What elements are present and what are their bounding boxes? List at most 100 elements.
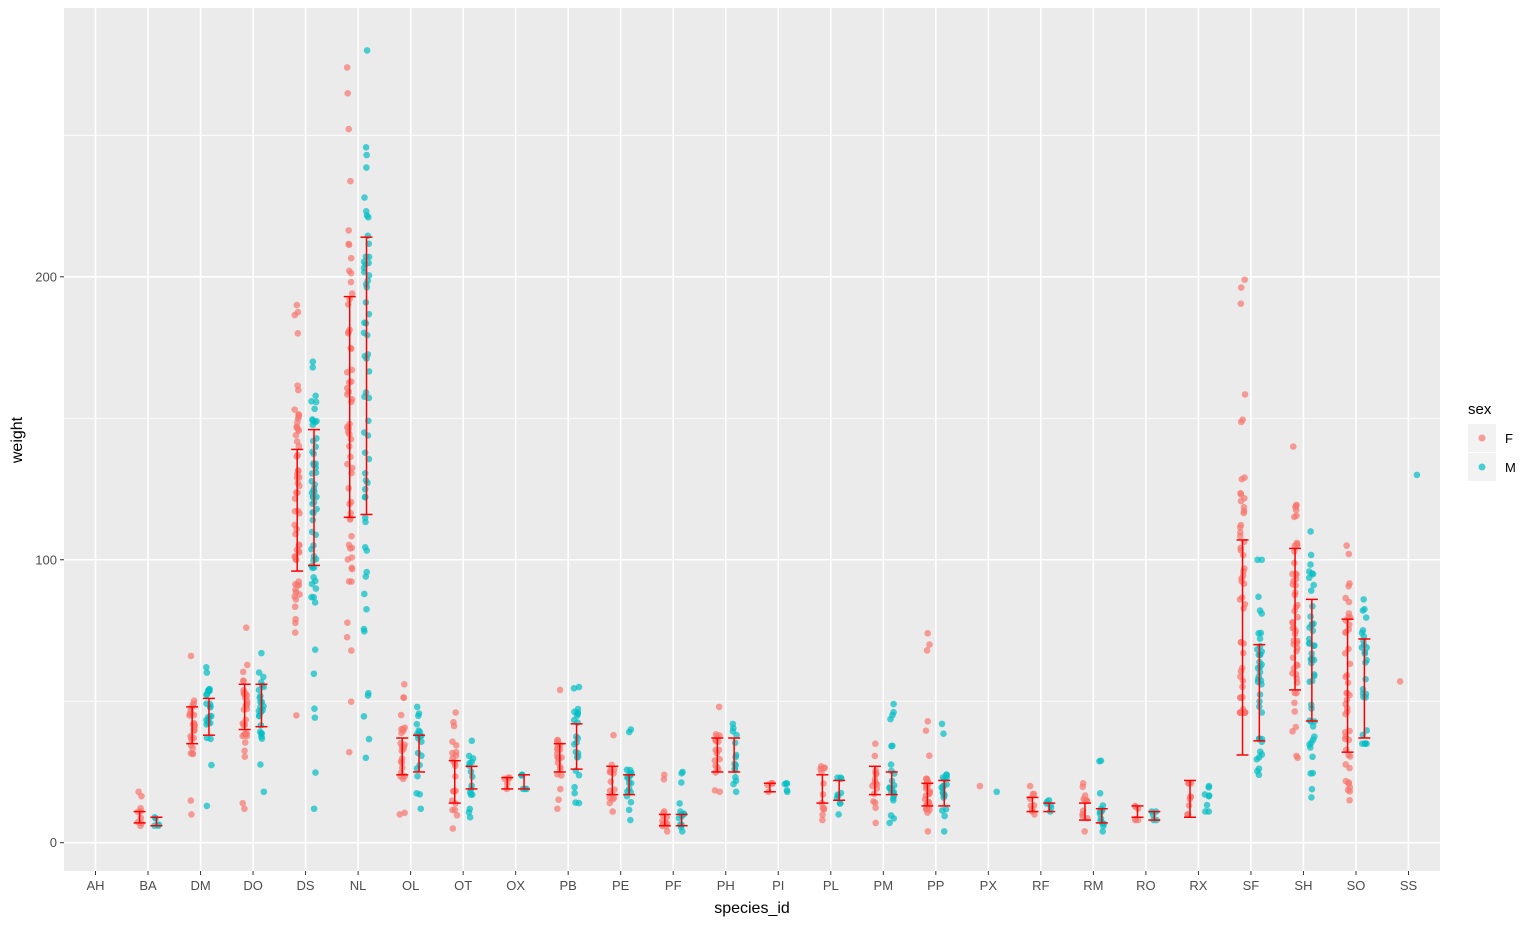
data-point-f <box>1290 665 1298 672</box>
data-point-m <box>468 737 476 745</box>
data-point-f <box>291 629 299 636</box>
data-point-m <box>469 773 476 780</box>
data-point-f <box>242 624 250 631</box>
data-point-f <box>1026 782 1034 790</box>
data-point-f <box>1187 793 1195 801</box>
data-point-m <box>365 455 373 463</box>
data-point-f <box>293 301 301 309</box>
data-point-m <box>258 735 266 742</box>
data-point-f <box>556 686 564 694</box>
data-point-f <box>188 811 195 818</box>
legend-key-m-icon <box>1478 463 1486 471</box>
data-point-m <box>676 800 683 807</box>
data-point-f <box>711 757 719 764</box>
data-point-f <box>1290 577 1297 585</box>
data-point-f <box>609 808 616 815</box>
data-point-f <box>448 797 456 804</box>
data-point-m <box>309 364 317 371</box>
data-point-f <box>343 633 351 641</box>
data-point-m <box>1254 767 1261 775</box>
data-point-m <box>1360 596 1367 603</box>
data-point-m <box>1307 770 1314 777</box>
legend: sex FM <box>1468 401 1516 481</box>
data-point-m <box>1099 828 1107 835</box>
data-point-m <box>361 590 368 598</box>
data-point-m <box>362 754 370 762</box>
data-point-m <box>309 448 316 456</box>
x-tick-label: PX <box>980 878 998 893</box>
data-point-f <box>1293 752 1300 760</box>
data-point-f <box>187 797 195 804</box>
data-point-m <box>361 194 368 201</box>
data-point-m <box>1203 801 1211 809</box>
data-point-f <box>555 796 562 803</box>
data-point-m <box>203 663 210 671</box>
data-point-f <box>345 485 353 492</box>
data-point-m <box>313 435 320 442</box>
data-point-f <box>820 780 827 787</box>
data-point-f <box>1291 708 1299 715</box>
data-point-m <box>310 574 317 581</box>
error-bars <box>133 236 1371 827</box>
data-point-m <box>360 713 368 720</box>
data-point-m <box>363 331 371 339</box>
data-point-f <box>343 384 351 392</box>
data-point-m <box>1202 808 1209 815</box>
data-point-m <box>308 593 315 601</box>
x-tick-label: PF <box>665 878 682 893</box>
x-tick-label: BA <box>139 878 157 893</box>
data-point-m <box>465 809 473 816</box>
data-point-f <box>452 787 459 795</box>
data-point-m <box>888 742 895 750</box>
data-point-m <box>732 773 739 781</box>
data-point-m <box>413 703 421 711</box>
data-point-m <box>835 811 842 818</box>
data-point-m <box>1361 740 1369 747</box>
data-point-m <box>414 749 422 757</box>
data-point-m <box>890 782 898 789</box>
data-point-f <box>1081 828 1088 835</box>
data-point-f <box>1346 660 1354 668</box>
data-point-m <box>361 494 369 501</box>
x-tick-label: OX <box>506 878 525 893</box>
data-point-m <box>1096 757 1103 765</box>
data-point-f <box>924 828 932 835</box>
data-point-m <box>1308 739 1315 746</box>
data-point-m <box>361 514 369 522</box>
data-point-f <box>1345 780 1352 787</box>
plot-panel <box>64 8 1440 871</box>
data-point-f <box>923 775 930 782</box>
data-point-f <box>241 805 248 813</box>
data-point-m <box>203 700 210 707</box>
data-point-f <box>239 668 247 676</box>
data-point-f <box>401 809 408 817</box>
data-point-f <box>450 722 458 730</box>
data-point-m <box>312 769 319 776</box>
data-point-f <box>397 711 405 719</box>
data-point-m <box>467 791 475 798</box>
data-point-m <box>1307 561 1314 568</box>
data-point-m <box>365 213 372 221</box>
data-point-m <box>365 735 373 743</box>
legend-title: sex <box>1468 401 1492 418</box>
data-point-f <box>715 703 723 711</box>
data-point-m <box>363 605 370 613</box>
data-point-m <box>570 716 578 724</box>
data-point-f <box>1290 640 1298 648</box>
data-point-f <box>243 732 250 740</box>
data-point-f <box>452 742 460 749</box>
data-point-m <box>309 516 317 524</box>
data-point-f <box>1291 689 1299 697</box>
data-point-m <box>310 805 318 813</box>
data-point-f <box>1290 513 1298 521</box>
data-point-f <box>291 521 299 529</box>
data-point-f <box>819 816 826 824</box>
data-point-f <box>291 603 299 611</box>
data-point-m <box>1257 629 1265 637</box>
data-point-f <box>240 677 247 685</box>
data-point-m <box>575 683 583 691</box>
data-point-f <box>347 698 355 705</box>
data-point-m <box>312 392 319 400</box>
y-tick-label: 0 <box>50 835 57 850</box>
data-point-f <box>348 578 355 585</box>
